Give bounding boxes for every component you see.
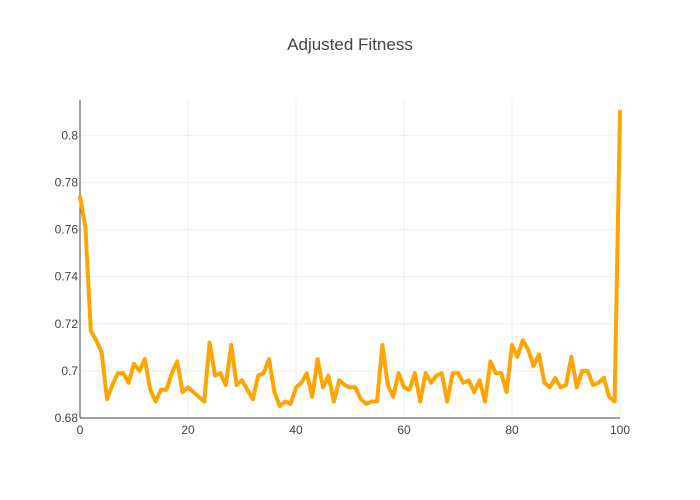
y-tick-label: 0.68 [55,411,79,425]
chart-title: Adjusted Fitness [287,35,413,54]
x-tick-label: 40 [289,423,303,437]
x-tick-label: 100 [610,423,630,437]
tick-labels: 0 20 40 60 80 100 0.68 0.7 0.72 0.74 0.76 0.78 0.8 [55,128,631,437]
series-line [78,109,622,409]
x-tick-label: 80 [505,423,519,437]
y-tick-label: 0.8 [61,128,78,142]
y-tick-label: 0.7 [61,364,78,378]
x-tick-label: 20 [181,423,195,437]
series-layer [78,109,622,409]
grid-lines [80,100,621,418]
axes [79,100,620,419]
y-tick-label: 0.74 [55,270,79,284]
x-tick-label: 60 [397,423,411,437]
x-tick-label: 0 [77,423,84,437]
y-tick-label: 0.76 [55,223,79,237]
y-tick-label: 0.78 [55,175,79,189]
y-tick-label: 0.72 [55,317,79,331]
